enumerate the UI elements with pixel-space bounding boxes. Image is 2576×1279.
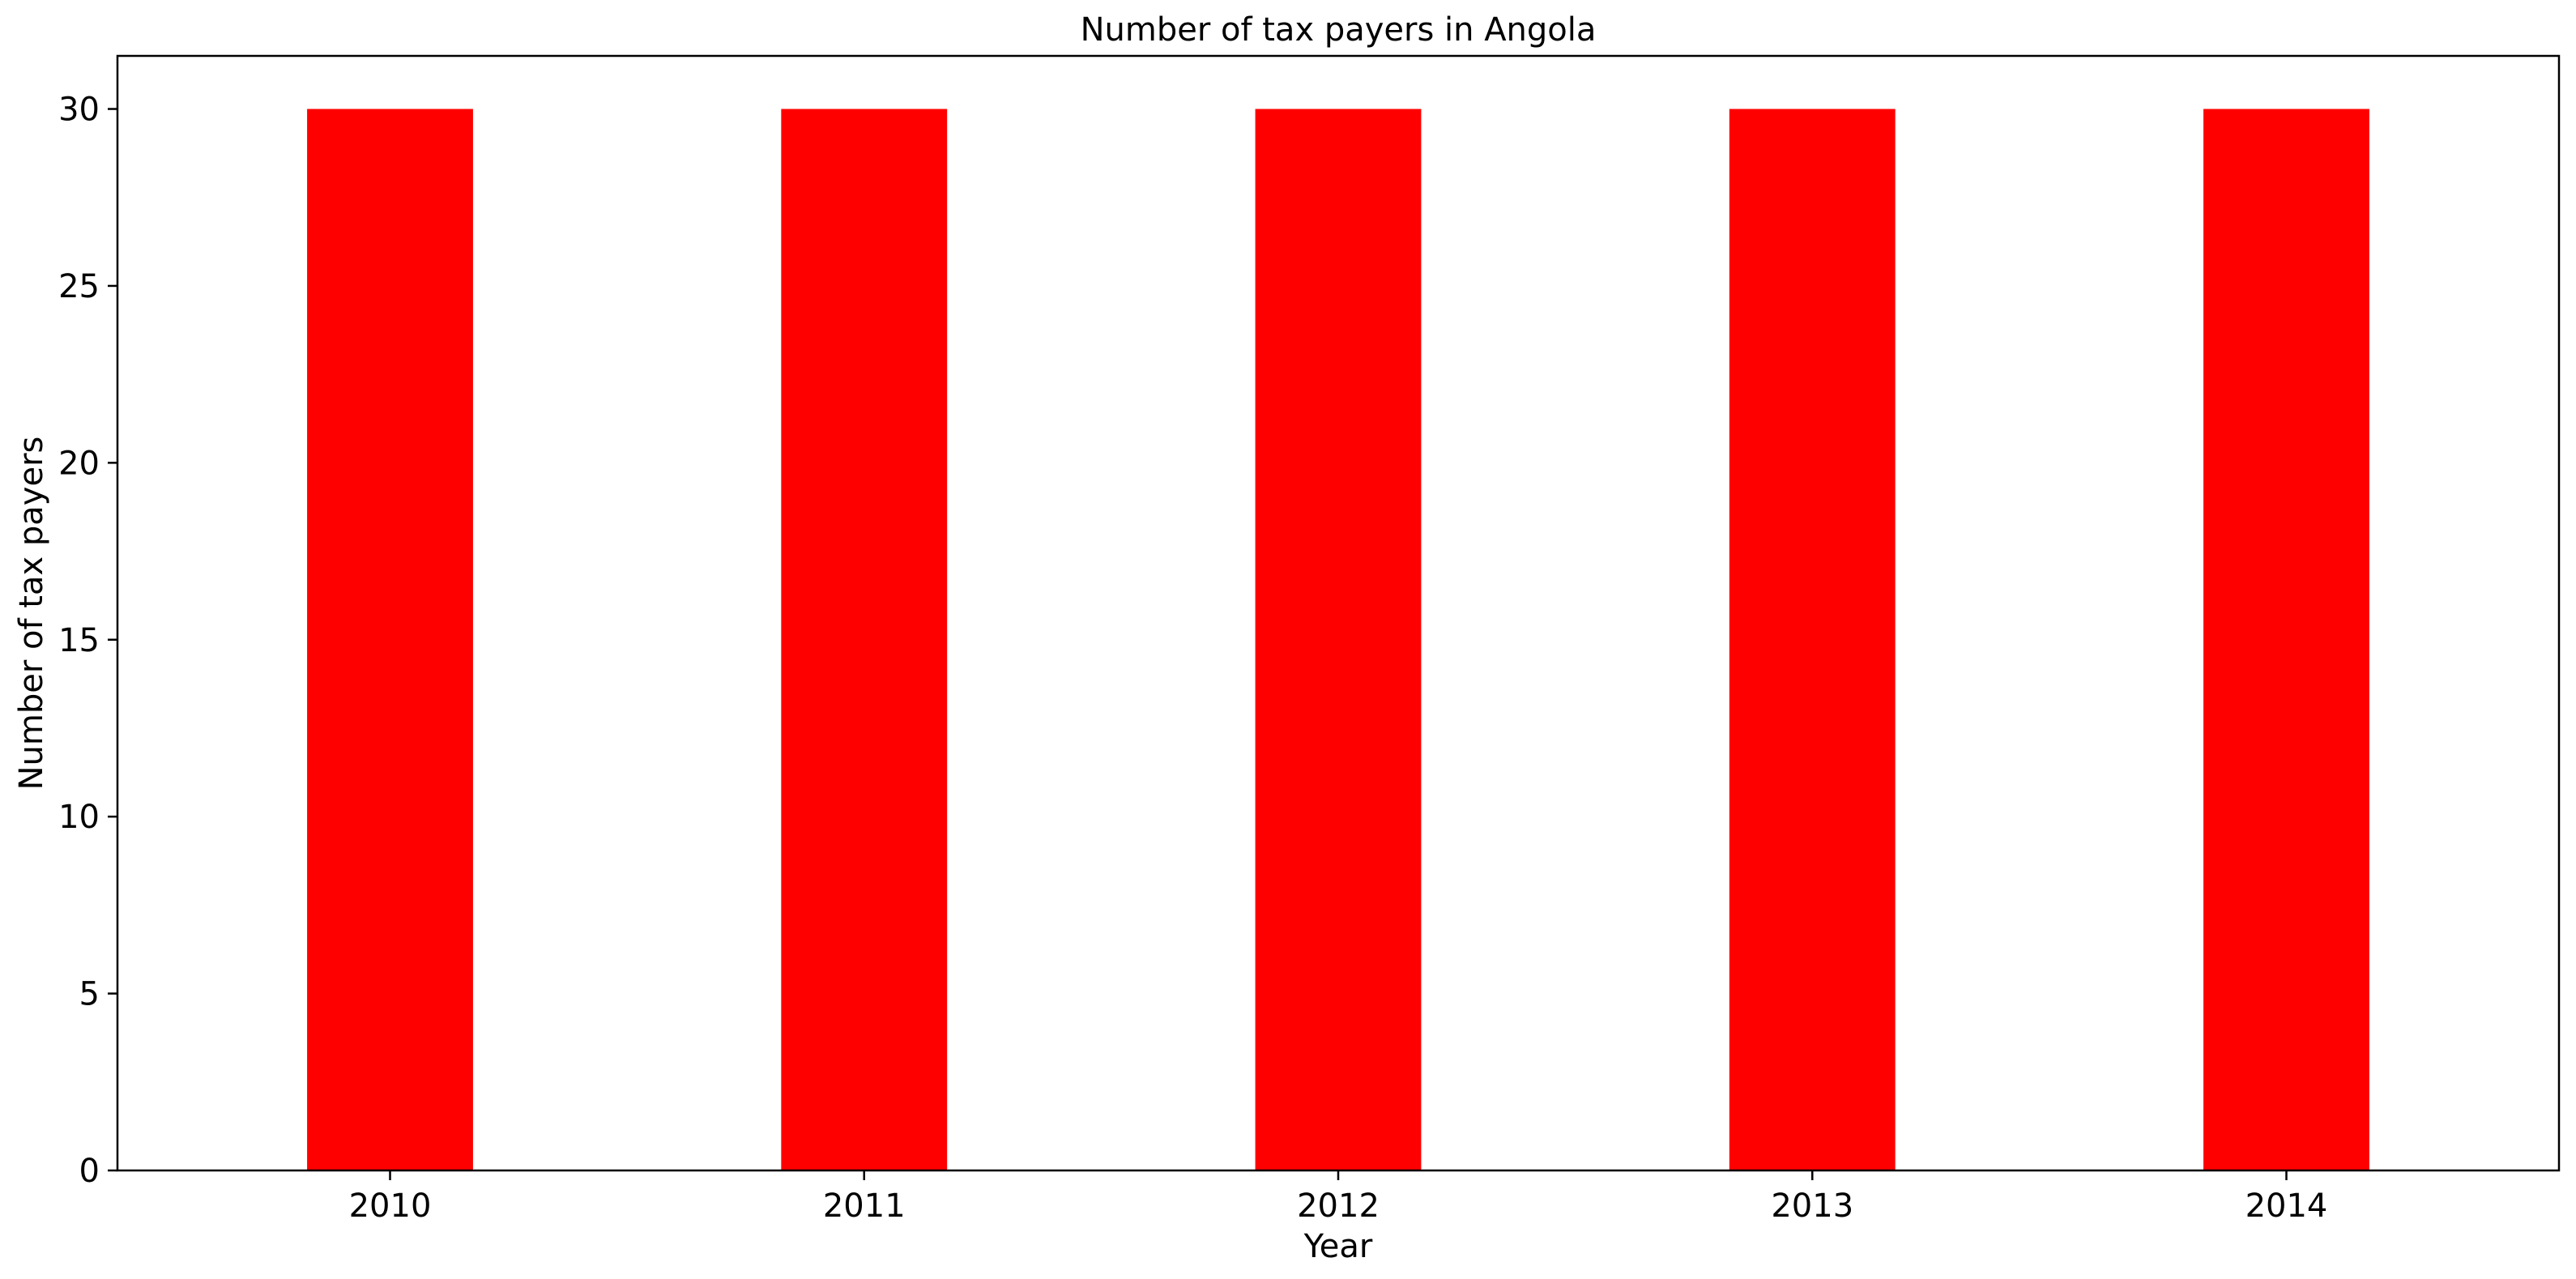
y-tick-label: 15 (58, 622, 100, 659)
bar-2012 (1255, 109, 1422, 1170)
y-tick-label: 0 (79, 1153, 100, 1190)
x-tick-label: 2013 (1771, 1187, 1853, 1225)
y-axis-label: Number of tax payers (13, 437, 50, 791)
bar-2011 (781, 109, 948, 1170)
x-tick-label: 2014 (2245, 1187, 2328, 1225)
y-tick-label: 20 (58, 445, 100, 482)
y-tick-label: 5 (79, 976, 100, 1013)
x-tick-label: 2011 (823, 1187, 906, 1225)
x-tick-label: 2010 (349, 1187, 432, 1225)
y-axis-ticks: 0 5 10 15 20 25 30 (58, 92, 117, 1190)
chart-title: Number of tax payers in Angola (1081, 11, 1597, 49)
bar-2014 (2203, 109, 2369, 1170)
x-axis-ticks: 2010 2011 2012 2013 2014 (349, 1170, 2328, 1225)
x-axis-label: Year (1303, 1228, 1373, 1265)
bars-group (307, 109, 2369, 1170)
bar-2010 (307, 109, 473, 1170)
y-tick-label: 10 (58, 799, 100, 836)
y-tick-label: 30 (58, 92, 100, 129)
y-tick-label: 25 (58, 268, 100, 305)
x-tick-label: 2012 (1297, 1187, 1380, 1225)
bar-2013 (1729, 109, 1896, 1170)
